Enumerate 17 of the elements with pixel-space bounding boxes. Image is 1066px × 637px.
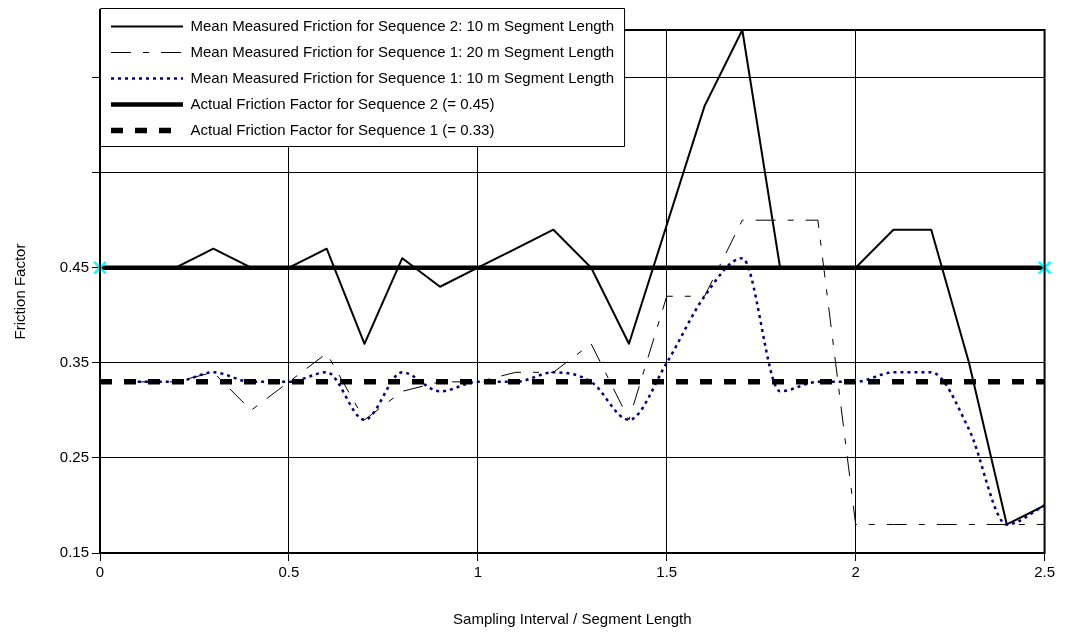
legend-label: Mean Measured Friction for Sequence 2: 10 m Segment Length <box>190 16 615 34</box>
y-tick-label: 0.35 <box>59 352 89 370</box>
x-tick-label: 1.5 <box>656 563 678 581</box>
legend-label: Mean Measured Friction for Sequence 1: 20 m Segment Length <box>190 42 615 60</box>
y-tick-label: 0.25 <box>59 448 89 466</box>
legend-label: Actual Friction Factor for Sequence 2 (= 0.45) <box>190 94 495 112</box>
x-tick-label: 1 <box>473 563 482 581</box>
y-tick-label: 0.15 <box>59 543 89 561</box>
x-tick-label: 2 <box>851 563 860 581</box>
legend-label: Mean Measured Friction for Sequence 1: 10 m Segment Length <box>190 68 615 86</box>
y-axis-title: Friction Factor <box>11 243 29 340</box>
x-tick-label: 0 <box>95 563 105 581</box>
x-axis-title: Sampling Interval / Segment Length <box>453 610 692 628</box>
y-tick-label: 0.45 <box>59 257 89 275</box>
x-tick-label: 0.5 <box>278 563 300 581</box>
legend-label: Actual Friction Factor for Sequence 1 (= 0.33) <box>190 120 495 138</box>
x-tick-label: 2.5 <box>1034 563 1055 581</box>
